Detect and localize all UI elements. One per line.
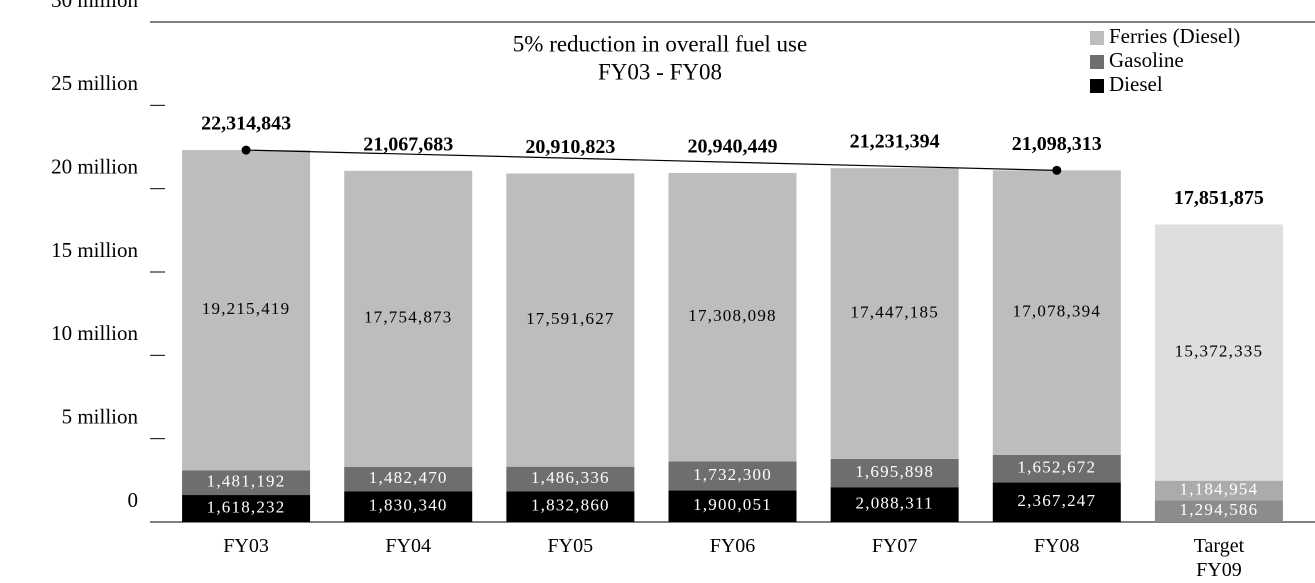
legend-swatch (1090, 79, 1104, 93)
bar-segment (506, 491, 635, 522)
bar-segment (992, 170, 1121, 456)
bar-segment (506, 466, 635, 492)
trend-point (241, 145, 251, 155)
value-label: 1,830,340 (369, 496, 448, 515)
value-label: 17,591,627 (526, 309, 615, 328)
annotation: 5% reduction in overall fuel use (513, 31, 807, 56)
annotation: FY03 - FY08 (598, 59, 722, 84)
total-label: 21,067,683 (363, 133, 453, 155)
total-label: 20,910,823 (525, 136, 615, 158)
x-tick-label: FY04 (385, 535, 431, 557)
legend-label: Gasoline (1109, 48, 1184, 72)
y-tick-label: 25 million (51, 71, 138, 95)
y-tick-label: 15 million (51, 238, 138, 262)
trend-point (1052, 165, 1062, 175)
bar-segment (344, 466, 473, 492)
legend-swatch (1090, 55, 1104, 69)
bar-segment (1154, 500, 1283, 522)
total-label: 21,098,313 (1012, 133, 1102, 155)
total-label: 22,314,843 (201, 113, 291, 135)
value-label: 1,832,860 (531, 496, 610, 515)
value-label: 1,294,586 (1180, 500, 1259, 519)
trend-line (246, 149, 1057, 171)
x-tick-label: Target FY09 (1193, 535, 1245, 581)
x-tick-label: FY07 (871, 535, 918, 557)
bar-segment (182, 470, 311, 496)
value-label: 1,695,898 (855, 462, 934, 481)
bar-segment (992, 455, 1121, 483)
y-tick-label: 20 million (51, 154, 138, 178)
x-tick-label: FY08 (1033, 535, 1080, 557)
value-label: 2,367,247 (1017, 491, 1096, 510)
value-label: 17,308,098 (688, 306, 777, 325)
bar-segment (830, 458, 959, 488)
y-tick-label: 10 million (51, 321, 138, 345)
x-tick-label: FY05 (547, 535, 594, 557)
value-label: 1,486,336 (531, 468, 610, 487)
value-label: 1,618,232 (207, 497, 286, 516)
value-label: 1,184,954 (1180, 479, 1259, 498)
bar-segment (830, 168, 959, 459)
y-tick-label: 5 million (62, 404, 139, 428)
bar-segment (344, 170, 473, 467)
x-tick-label: FY03 (223, 535, 269, 557)
bar-segment (506, 173, 635, 467)
bar-segment (344, 491, 473, 522)
legend-swatch (1090, 31, 1104, 45)
total-label: 20,940,449 (688, 136, 778, 158)
bar-segment (992, 482, 1121, 522)
y-tick-label: 30 million (51, 0, 138, 12)
total-label: 17,851,875 (1174, 187, 1264, 209)
bar-segment (668, 461, 797, 491)
value-label: 1,732,300 (693, 465, 772, 484)
bar-segment (182, 150, 311, 471)
y-tick-label: 0 (128, 488, 139, 512)
value-label: 15,372,335 (1175, 341, 1264, 360)
value-label: 1,652,672 (1017, 458, 1096, 477)
bar-segment (668, 172, 797, 462)
legend-label: Ferries (Diesel) (1109, 24, 1240, 48)
value-label: 19,215,419 (202, 299, 291, 318)
value-label: 17,754,873 (364, 308, 453, 327)
x-tick-label: FY06 (709, 535, 756, 557)
legend-label: Diesel (1109, 72, 1163, 96)
value-label: 1,481,192 (207, 472, 286, 491)
value-label: 17,447,185 (850, 302, 939, 321)
bar-segment (668, 490, 797, 522)
value-label: 1,900,051 (693, 495, 772, 514)
value-label: 1,482,470 (369, 468, 448, 487)
bar-segment (1154, 224, 1283, 481)
bar-segment (1154, 480, 1283, 501)
value-label: 17,078,394 (1013, 302, 1102, 321)
bar-segment (182, 495, 311, 522)
value-label: 2,088,311 (856, 494, 934, 513)
bar-segment (830, 487, 959, 522)
total-label: 21,231,394 (850, 131, 940, 153)
